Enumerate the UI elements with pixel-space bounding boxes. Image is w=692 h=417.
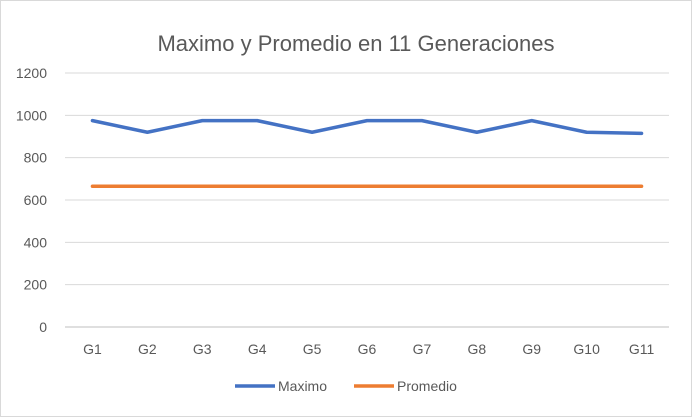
x-axis-ticks: G1 G2 G3 G4 G5 G6 G7 G8 G9 G10 G11 [83,341,654,357]
y-tick-label: 600 [24,192,48,208]
x-tick-label: G5 [303,341,322,357]
series-lines [90,118,644,188]
chart-title: Maximo y Promedio en 11 Generaciones [157,31,554,56]
y-tick-label: 1000 [16,107,47,123]
y-tick-label: 1200 [16,65,47,81]
gridlines [65,72,669,328]
y-tick-label: 400 [24,234,48,250]
x-tick-label: G10 [573,341,600,357]
x-tick-label: G4 [248,341,267,357]
x-tick-label: G7 [413,341,432,357]
x-tick-label: G8 [467,341,486,357]
x-tick-label: G9 [522,341,541,357]
legend-label-maximo: Maximo [278,378,327,394]
y-axis-ticks: 0 200 400 600 800 1000 1200 [16,65,47,335]
x-tick-label: G3 [193,341,212,357]
y-tick-label: 800 [24,150,48,166]
x-tick-label: G6 [358,341,377,357]
y-tick-label: 0 [39,319,47,335]
x-tick-label: G1 [83,341,102,357]
x-tick-label: G11 [629,341,655,357]
series-line-maximo [90,118,644,136]
y-tick-label: 200 [24,277,48,293]
legend: Maximo Promedio [235,378,457,394]
x-tick-label: G2 [138,341,157,357]
legend-label-promedio: Promedio [397,378,457,394]
